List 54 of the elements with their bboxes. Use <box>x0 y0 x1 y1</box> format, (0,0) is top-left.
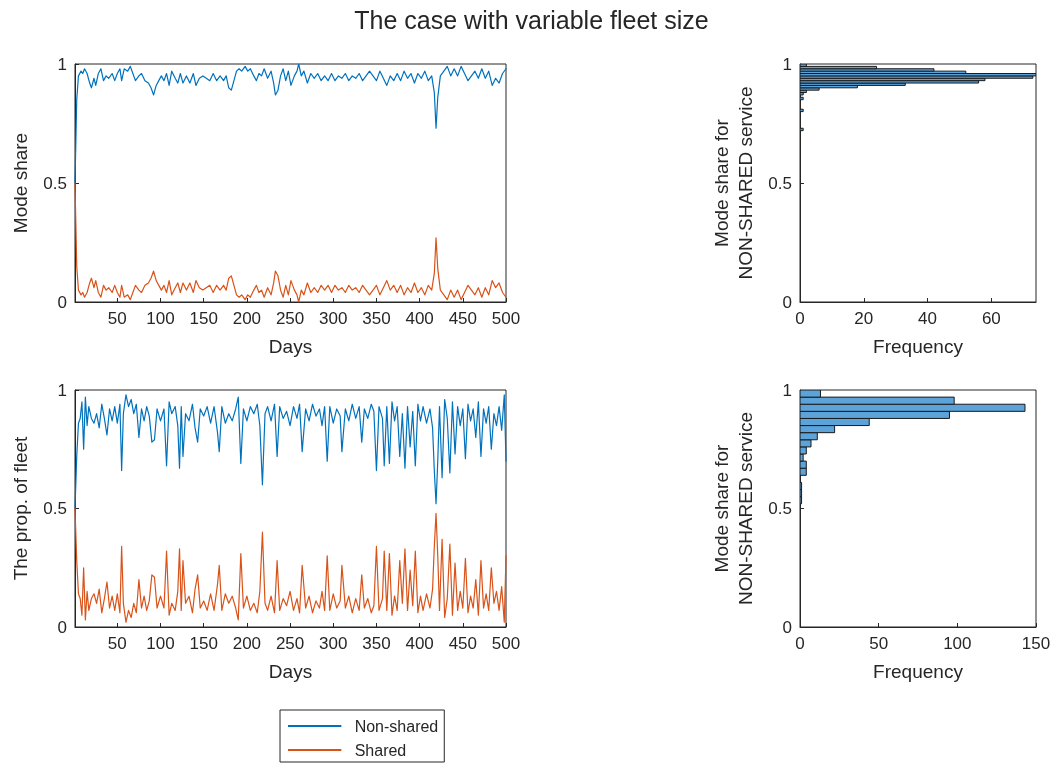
legend-label: Non-shared <box>354 717 439 735</box>
x-tick-label: 500 <box>491 309 521 328</box>
line-series <box>74 507 507 623</box>
x-tick-label: 350 <box>362 634 391 653</box>
x-tick-label: 0 <box>795 634 805 653</box>
y-tick-label: 1 <box>782 380 792 400</box>
x-tick-label: 50 <box>107 309 127 328</box>
x-tick-label: 450 <box>448 309 477 328</box>
x-tick-label: 450 <box>448 634 477 653</box>
x-axis-title: Days <box>268 660 313 682</box>
x-tick-label: 0 <box>795 309 805 328</box>
x-tick-label: 100 <box>943 634 972 653</box>
line-series <box>74 63 507 184</box>
y-tick-label: 0.5 <box>43 173 67 193</box>
chart-title: The case with variable fleet size <box>353 6 710 35</box>
y-tick-label: 1 <box>57 380 67 400</box>
x-axis-title: Frequency <box>873 660 964 682</box>
x-tick-label: 300 <box>319 634 348 653</box>
x-tick-label: 200 <box>232 309 262 328</box>
x-tick-label: 60 <box>981 309 1001 328</box>
x-tick-label: 300 <box>319 309 348 328</box>
y-axis-title: Mode share for NON-SHARED service <box>710 86 756 280</box>
x-tick-label: 50 <box>869 634 889 653</box>
line-series <box>74 394 507 510</box>
x-tick-label: 100 <box>146 309 175 328</box>
x-tick-label: 40 <box>918 309 938 328</box>
y-tick-label: 0.5 <box>43 499 67 518</box>
y-tick-label: 0.5 <box>768 173 792 193</box>
x-axis-title: Frequency <box>873 335 964 357</box>
y-axis-title: The prop. of fleet <box>9 435 31 581</box>
y-tick-label: 1 <box>57 54 67 74</box>
x-tick-label: 250 <box>275 634 305 653</box>
x-tick-label: 150 <box>1021 634 1051 653</box>
x-tick-label: 400 <box>405 309 434 328</box>
y-axis-title: Mode share <box>9 132 31 234</box>
x-tick-label: 400 <box>405 634 434 653</box>
y-tick-label: 0 <box>57 617 67 637</box>
y-tick-label: 0 <box>57 292 67 312</box>
x-axis-title: Days <box>268 335 313 357</box>
x-tick-label: 200 <box>232 634 262 653</box>
y-axis-title: Mode share for NON-SHARED service <box>710 411 756 606</box>
x-tick-label: 150 <box>189 634 218 653</box>
legend-label: Shared <box>354 741 407 759</box>
x-tick-label: 500 <box>491 634 521 653</box>
y-tick-label: 0 <box>782 617 792 637</box>
x-tick-label: 100 <box>146 634 175 653</box>
x-tick-label: 50 <box>107 634 127 653</box>
x-tick-label: 350 <box>362 309 391 328</box>
x-tick-label: 250 <box>275 309 305 328</box>
y-tick-label: 0.5 <box>768 499 792 518</box>
y-tick-label: 1 <box>782 54 792 74</box>
x-tick-label: 20 <box>854 309 874 328</box>
y-tick-label: 0 <box>782 292 792 312</box>
x-tick-label: 150 <box>189 309 218 328</box>
